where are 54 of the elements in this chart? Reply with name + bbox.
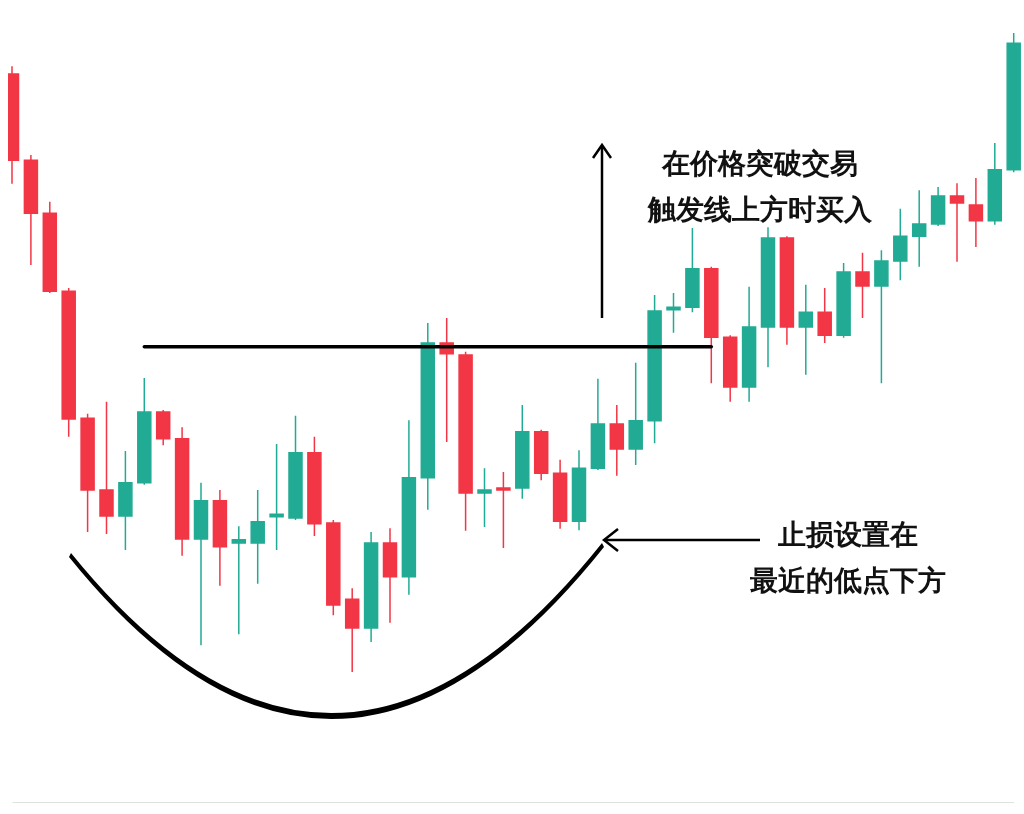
candlestick: [307, 436, 322, 537]
candlestick: [930, 186, 946, 227]
candlestick: [401, 419, 417, 596]
candlestick: [250, 489, 265, 585]
candlestick: [61, 287, 76, 438]
candlestick: [647, 294, 662, 444]
candlestick: [23, 154, 39, 266]
candlestick: [420, 322, 436, 511]
candlestick: [779, 235, 795, 346]
candlestick: [590, 377, 606, 471]
candlestick: [212, 489, 228, 587]
candlestick: [363, 531, 379, 643]
candlestick: [174, 426, 190, 557]
candlestick: [609, 404, 625, 477]
candlestick: [137, 377, 152, 486]
candlestick: [855, 252, 870, 319]
candlestick: [533, 429, 549, 482]
candlestick: [704, 266, 719, 384]
candlestick: [741, 285, 757, 403]
candlestick: [666, 292, 681, 334]
candlestick: [42, 200, 58, 294]
candlestick: [1006, 32, 1021, 174]
candlestick: [798, 284, 814, 376]
candlestick: [382, 527, 398, 624]
candlestick: [477, 467, 492, 528]
candlestick: [893, 207, 908, 282]
annotation: 止损设置在最近的低点下方: [749, 518, 946, 597]
candlestick: [836, 262, 851, 339]
candlestick: [326, 519, 341, 616]
candlestick: [722, 334, 738, 403]
candlestick: [874, 249, 889, 384]
candlestick: [118, 450, 133, 551]
candlestick: [155, 409, 171, 446]
candlestick: [458, 351, 473, 532]
candlestick: [760, 226, 776, 368]
candlestick: [80, 413, 95, 533]
candlestick: [817, 287, 832, 344]
candlestick: [231, 525, 247, 636]
candlestick: [552, 459, 568, 530]
candlestick: [628, 361, 643, 466]
candlestick: [269, 443, 284, 551]
candlestick: [571, 449, 587, 531]
candlestick: [987, 142, 1003, 226]
candlestick: [344, 587, 360, 673]
candlestick: [288, 415, 303, 521]
candlestick: [515, 404, 530, 500]
candlestick: [496, 471, 511, 549]
candlestick: [968, 177, 984, 248]
candlestick: [949, 182, 965, 263]
candlestick: [685, 227, 700, 313]
candlestick: [911, 189, 927, 268]
candlestick: [99, 400, 114, 535]
annotation: 在价格突破交易触发线上方时买入: [647, 147, 873, 226]
candlestick: [193, 482, 209, 646]
